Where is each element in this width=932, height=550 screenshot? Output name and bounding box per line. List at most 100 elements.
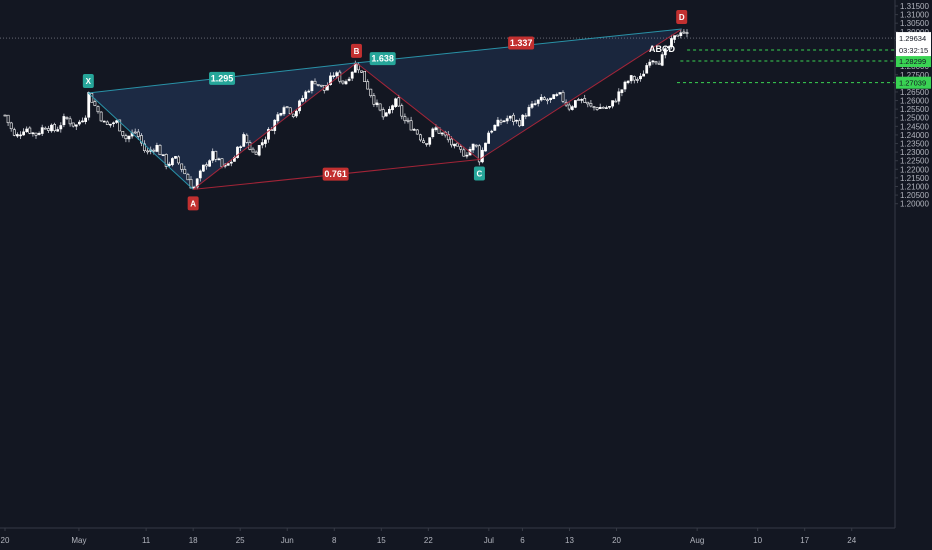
candle-body xyxy=(639,75,642,80)
point-letter: B xyxy=(354,47,360,56)
candle-body xyxy=(567,104,571,110)
candle-body xyxy=(409,120,413,131)
candle-body xyxy=(257,145,261,156)
candle-body xyxy=(425,143,429,145)
candle-body xyxy=(449,138,453,146)
candle-body xyxy=(65,117,69,119)
candle-body xyxy=(282,107,286,115)
ratio-value: 0.761 xyxy=(324,169,347,179)
point-letter: C xyxy=(477,170,483,179)
candle-body xyxy=(43,127,47,130)
candle-body xyxy=(279,113,283,116)
candle-body xyxy=(205,164,208,167)
candle-body xyxy=(552,94,556,100)
price-axis-background xyxy=(895,0,932,550)
candle-body xyxy=(375,102,379,106)
candle-body xyxy=(412,129,416,131)
candle-body xyxy=(477,145,481,163)
time-tick-label: May xyxy=(71,536,86,545)
time-tick-label: 18 xyxy=(189,536,198,545)
candle-body xyxy=(109,123,112,126)
candle-body xyxy=(394,98,398,107)
candle-body xyxy=(208,160,212,167)
candle-body xyxy=(245,134,249,143)
candle-body xyxy=(580,99,584,101)
candle-body xyxy=(121,131,125,136)
candle-body xyxy=(171,158,174,166)
candle-body xyxy=(570,106,574,110)
price-tick-label: 1.26000 xyxy=(900,97,929,106)
candle-body xyxy=(381,109,385,118)
candle-body xyxy=(307,90,311,93)
candle-body xyxy=(474,144,478,147)
candle-body xyxy=(15,134,19,137)
candle-body xyxy=(62,116,66,126)
candle-body xyxy=(604,107,608,109)
candle-body xyxy=(112,122,115,125)
candle-body xyxy=(657,62,661,65)
current-price-tag xyxy=(896,32,931,57)
candle-body xyxy=(440,132,444,135)
ratio-value: 1.638 xyxy=(371,54,394,64)
candle-body xyxy=(37,133,41,135)
candle-body xyxy=(635,79,639,81)
candle-body xyxy=(577,99,580,101)
time-axis-background xyxy=(0,528,932,550)
candle-body xyxy=(202,164,205,172)
candle-body xyxy=(118,119,122,132)
pattern-leg-cd xyxy=(479,28,682,160)
candle-body xyxy=(260,142,264,146)
candle-body xyxy=(28,127,32,134)
point-letter: A xyxy=(190,199,196,208)
price-tick-label: 1.20500 xyxy=(900,191,929,200)
candle-body xyxy=(620,89,624,93)
price-tick-label: 1.24000 xyxy=(900,131,929,140)
ratio-badge xyxy=(508,36,535,50)
candle-body xyxy=(220,158,224,168)
price-axis[interactable]: 1.315001.310001.305001.300001.295001.290… xyxy=(894,0,932,550)
point-badge xyxy=(350,43,362,58)
candle-body xyxy=(56,129,60,132)
price-tick-label: 1.25500 xyxy=(900,105,929,114)
time-axis[interactable]: 20 May 11 18 25 Jun 8 15 22 Jul 6 13 20 Aug 10 17 24 xyxy=(0,527,932,550)
candle-body xyxy=(521,114,525,127)
candle-body xyxy=(549,97,553,101)
time-tick-label: Jun xyxy=(281,536,294,545)
time-tick-label: Aug xyxy=(690,536,704,545)
ratio-badge xyxy=(322,167,349,181)
price-tick-label: 1.23000 xyxy=(900,148,929,157)
candle-body xyxy=(96,106,100,113)
candle-body xyxy=(583,98,587,103)
candle-body xyxy=(236,146,239,158)
candle-body xyxy=(595,107,599,110)
candle-body xyxy=(6,114,10,124)
candle-body xyxy=(676,34,680,37)
candle-body xyxy=(601,106,605,109)
candle-body xyxy=(276,114,280,122)
candle-body xyxy=(143,143,146,152)
ratio-label-b-d: 1.337 xyxy=(508,36,535,50)
candle-body xyxy=(670,38,673,48)
candle-body xyxy=(180,163,184,170)
candle-body xyxy=(319,84,323,87)
candle-body xyxy=(291,113,295,117)
price-tick-label: 1.20000 xyxy=(900,200,929,209)
candle-body xyxy=(518,120,522,127)
time-tick-label: 13 xyxy=(565,536,574,545)
price-tick-label: 1.25000 xyxy=(900,114,929,123)
price-tick-label: 1.26500 xyxy=(900,88,929,97)
plot-area[interactable] xyxy=(0,29,895,190)
candle-body xyxy=(629,75,633,82)
point-badge xyxy=(473,166,485,181)
candle-body xyxy=(50,124,53,132)
target-price-value: 1.27039 xyxy=(899,79,926,88)
point-badge xyxy=(82,73,94,88)
candle-body xyxy=(186,173,190,181)
candle-body xyxy=(542,97,546,100)
time-tick-label: 22 xyxy=(424,536,433,545)
candle-body xyxy=(626,80,630,83)
candle-body xyxy=(632,76,636,81)
candle-body xyxy=(158,144,162,155)
